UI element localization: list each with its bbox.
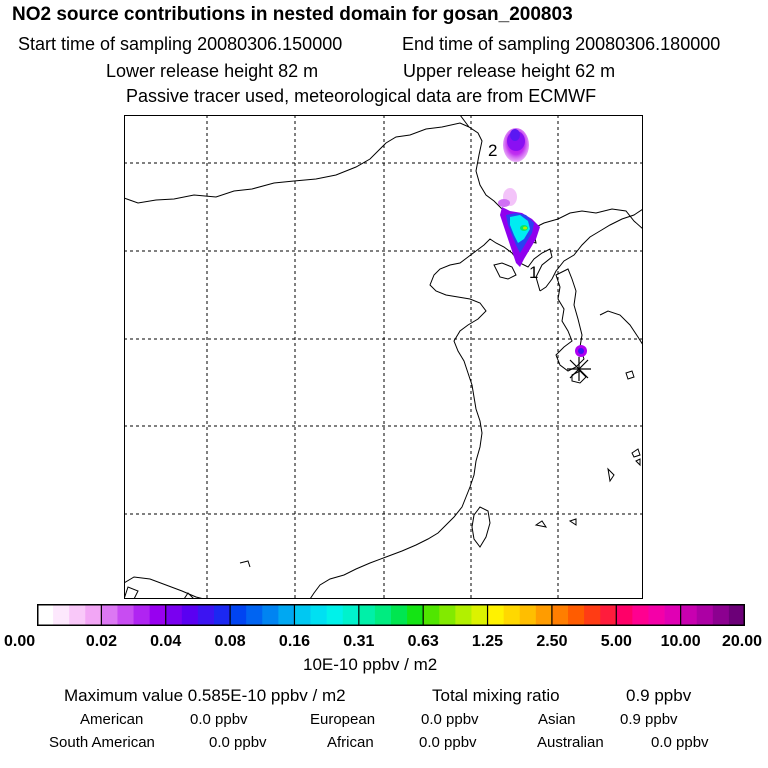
colorbar-swatch [696, 604, 714, 626]
colorbar-swatch [535, 604, 553, 626]
colorbar-tick-label: 0.63 [408, 633, 439, 650]
map-panel: 2 1 [124, 115, 643, 599]
colorbar-swatch [85, 604, 102, 626]
region-name-asian: Asian [538, 711, 576, 728]
region-value-australian: 0.0 ppbv [651, 734, 709, 751]
colorbar-swatch [519, 604, 537, 626]
colorbar-swatch [600, 604, 617, 626]
colorbar-tick-label: 0.31 [343, 633, 374, 650]
colorbar-swatch [391, 604, 408, 626]
colorbar-swatch [214, 604, 231, 626]
colorbar-swatch [487, 604, 505, 626]
colorbar-swatch [149, 604, 167, 626]
colorbar-swatch [230, 604, 247, 626]
map-title: NO2 source contributions in nested domai… [12, 4, 573, 25]
colorbar-swatch [69, 604, 86, 626]
colorbar-swatch [117, 604, 134, 626]
colorbar-tick-label: 0.16 [279, 633, 310, 650]
region-name-south-american: South American [49, 734, 155, 751]
region-value-south-american: 0.0 ppbv [209, 734, 267, 751]
colorbar-tick-label: 0.00 [4, 633, 35, 650]
colorbar-swatch [728, 604, 745, 626]
colorbar-swatch [455, 604, 472, 626]
colorbar-swatch [310, 604, 328, 626]
source-1-label: 1 [529, 263, 538, 282]
maximum-value: Maximum value 0.585E-10 ppbv / m2 [64, 686, 346, 705]
colorbar-tick-label: 20.00 [722, 633, 762, 650]
colorbar-tick-label: 5.00 [601, 633, 632, 650]
asterisk-receptor-icon [567, 357, 591, 381]
colorbar-swatch [197, 604, 215, 626]
upper-release-height: Upper release height 62 m [403, 61, 616, 81]
start-time: Start time of sampling 20080306.150000 [18, 34, 343, 54]
map-frame [124, 115, 643, 599]
colorbar-swatch [439, 604, 456, 626]
colorbar-swatch [664, 604, 682, 626]
colorbar-swatch [648, 604, 665, 626]
colorbar-swatch [342, 604, 360, 626]
colorbar-tick-label: 0.02 [86, 633, 117, 650]
colorbar-frame [37, 604, 745, 626]
region-name-african: African [327, 734, 374, 751]
colorbar-swatch [133, 604, 151, 626]
colorbar-unit: 10E-10 ppbv / m2 [303, 655, 438, 674]
colorbar-swatch [326, 604, 344, 626]
region-value-african: 0.0 ppbv [419, 734, 477, 751]
source-2-label: 2 [488, 141, 497, 160]
colorbar-swatch [632, 604, 649, 626]
tracer-note: Passive tracer used, meteorological data… [126, 86, 597, 106]
colorbar-swatch [423, 604, 440, 626]
colorbar-tick-label: 0.08 [215, 633, 246, 650]
colorbar-swatch [374, 604, 392, 626]
colorbar-swatch [680, 604, 698, 626]
colorbar-swatch [358, 604, 376, 626]
colorbar-tick-label: 0.04 [150, 633, 181, 650]
colorbar-swatch [278, 604, 295, 626]
lower-release-height: Lower release height 82 m [106, 61, 319, 81]
total-mixing-ratio-value: 0.9 ppbv [626, 686, 692, 705]
colorbar-swatch [37, 604, 54, 626]
region-name-australian: Australian [537, 734, 604, 751]
colorbar-swatch [53, 604, 70, 626]
colorbar-swatch [294, 604, 311, 626]
region-value-asian: 0.9 ppbv [620, 711, 678, 728]
colorbar-swatch [551, 604, 569, 626]
plume-near-receptor [575, 345, 587, 357]
colorbar-tick-label: 10.00 [661, 633, 701, 650]
colorbar-swatch [101, 604, 118, 626]
colorbar-swatch [712, 604, 730, 626]
colorbar-swatch [262, 604, 279, 626]
colorbar [37, 604, 745, 626]
region-value-american: 0.0 ppbv [190, 711, 248, 728]
region-value-european: 0.0 ppbv [421, 711, 479, 728]
colorbar-tick-label: 1.25 [472, 633, 503, 650]
region-name-american: American [80, 711, 144, 728]
end-time: End time of sampling 20080306.180000 [402, 34, 721, 54]
colorbar-swatch [407, 604, 424, 626]
colorbar-swatch [246, 604, 263, 626]
region-name-european: European [310, 711, 376, 728]
colorbar-swatch [568, 604, 585, 626]
plume-source-2 [503, 128, 529, 162]
lat-lon-grid [124, 115, 643, 599]
colorbar-tick-label: 2.50 [536, 633, 567, 650]
coastlines [124, 115, 643, 599]
plume-source-1 [498, 188, 540, 267]
colorbar-tick-labels: 0.00 0.02 0.04 0.08 0.16 0.31 0.63 1.25 2.50 5.00… [4, 633, 762, 650]
colorbar-swatch [503, 604, 521, 626]
colorbar-swatch [584, 604, 601, 626]
colorbar-swatch [181, 604, 199, 626]
total-mixing-ratio-label: Total mixing ratio [432, 686, 560, 705]
colorbar-swatch [471, 604, 488, 626]
colorbar-swatch [165, 604, 183, 626]
colorbar-swatch [616, 604, 633, 626]
